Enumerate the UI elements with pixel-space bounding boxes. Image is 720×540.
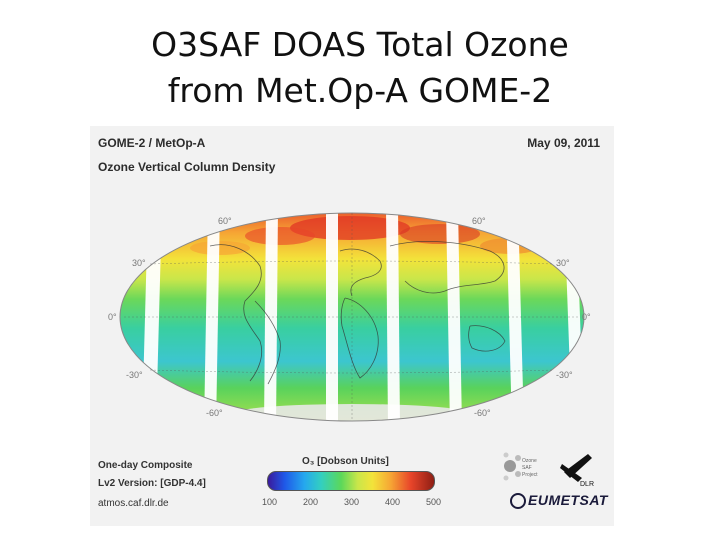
colorbar-tick: 300	[344, 497, 360, 507]
lat-label-eq-left: 0°	[108, 312, 117, 322]
svg-text:DLR: DLR	[580, 481, 594, 488]
composite-label: One-day Composite	[98, 460, 193, 471]
dlr-logo: DLR	[558, 448, 598, 488]
title-line-2: from Met.Op-A GOME-2	[167, 71, 553, 110]
lat-label-s30-right: -30°	[556, 370, 573, 380]
slide-title: O3SAF DOAS Total Ozone from Met.Op-A GOM…	[0, 22, 720, 114]
instrument-label: GOME-2 / MetOp-A	[98, 136, 206, 150]
title-line-1: O3SAF DOAS Total Ozone	[151, 25, 569, 64]
eumetsat-logo-text: EUMETSAT	[528, 492, 608, 508]
lat-label-n60-left: 60°	[218, 216, 232, 226]
lat-label-n60-right: 60°	[472, 216, 486, 226]
ozone-colorbar	[267, 471, 435, 491]
date-label: May 09, 2011	[527, 136, 600, 150]
lat-label-n30-left: 30°	[132, 258, 146, 268]
svg-text:Project: Project	[522, 472, 538, 478]
version-label: Lv2 Version: [GDP-4.4]	[98, 478, 206, 489]
colorbar-tick: 100	[262, 497, 278, 507]
o3saf-logo: Ozone SAF Project	[500, 448, 546, 486]
lat-label-eq-right: 0°	[582, 312, 591, 322]
svg-text:SAF: SAF	[522, 465, 532, 471]
lat-label-s60-right: -60°	[474, 408, 491, 418]
eumetsat-mark-icon	[510, 493, 526, 510]
colorbar-tick: 500	[426, 497, 442, 507]
ozone-map-panel: GOME-2 / MetOp-A Ozone Vertical Column D…	[90, 126, 614, 526]
colorbar-tick: 400	[385, 497, 401, 507]
lat-label-s60-left: -60°	[206, 408, 223, 418]
url-label: atmos.caf.dlr.de	[98, 498, 169, 509]
svg-text:Ozone: Ozone	[522, 458, 537, 464]
lat-label-s30-left: -30°	[126, 370, 143, 380]
colorbar-tick: 200	[303, 497, 319, 507]
lat-label-n30-right: 30°	[556, 258, 570, 268]
product-label: Ozone Vertical Column Density	[98, 160, 276, 174]
eumetsat-logo: EUMETSAT	[510, 492, 608, 510]
ozone-world-map	[119, 212, 585, 422]
colorbar-label: O₃ [Dobson Units]	[302, 456, 389, 467]
